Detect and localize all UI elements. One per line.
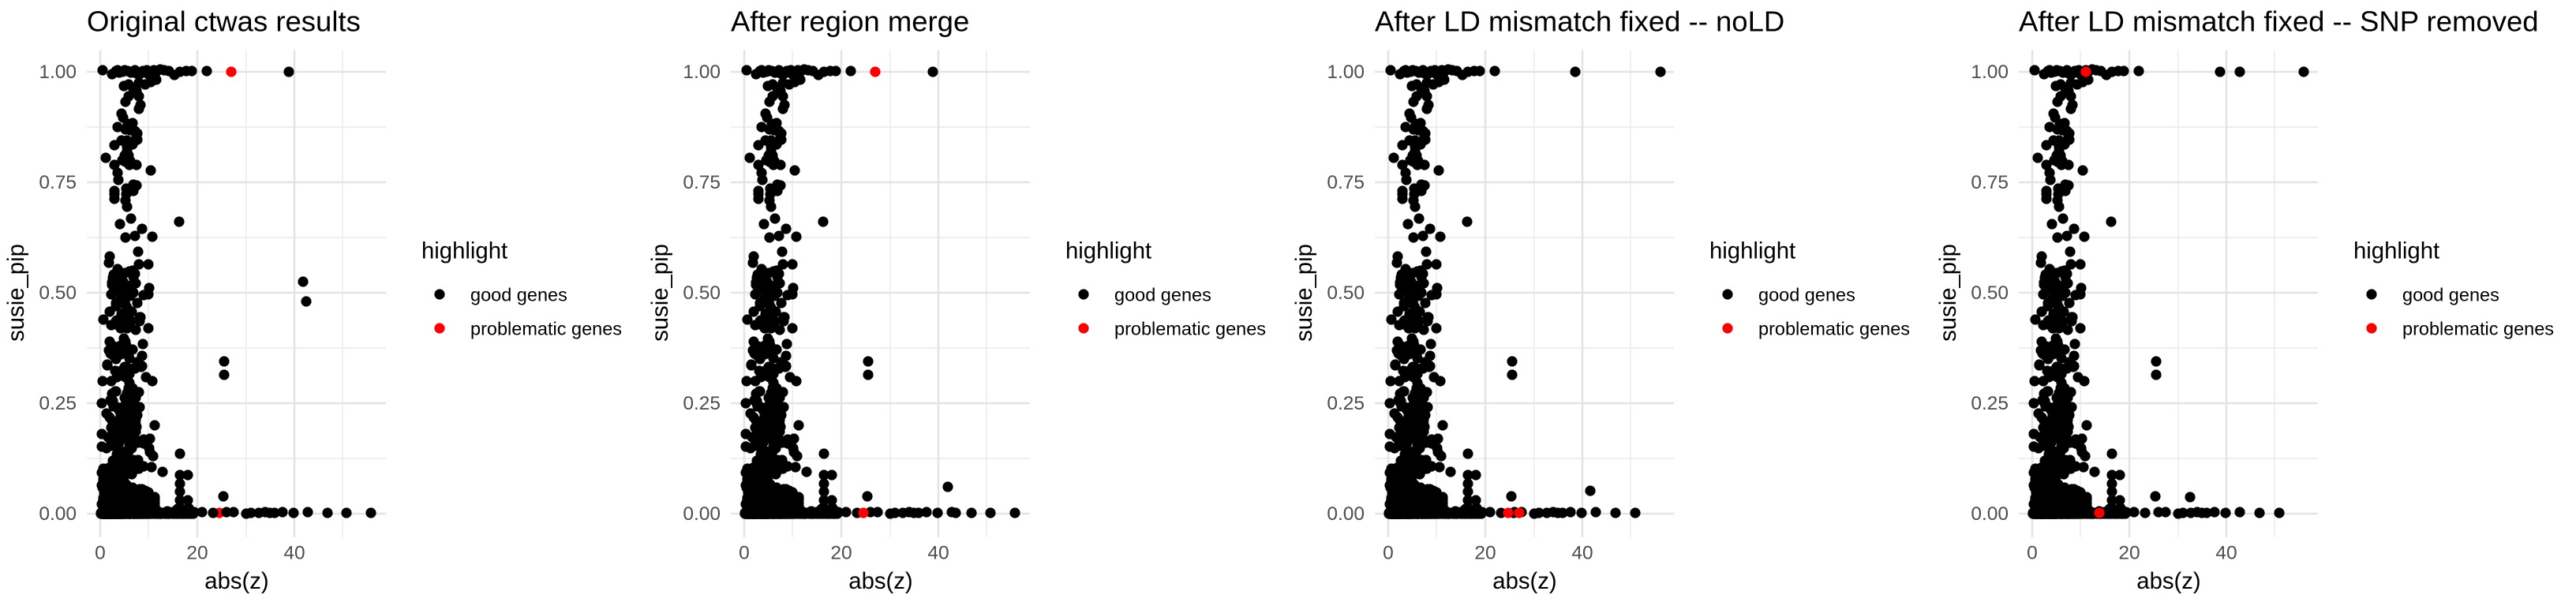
svg-text:abs(z): abs(z) — [2136, 568, 2200, 594]
svg-text:0: 0 — [739, 543, 750, 564]
svg-text:20: 20 — [830, 543, 852, 564]
svg-text:20: 20 — [2118, 543, 2140, 564]
svg-text:20: 20 — [1474, 543, 1496, 564]
svg-text:abs(z): abs(z) — [204, 568, 268, 594]
svg-text:40: 40 — [1571, 543, 1593, 564]
svg-text:0.25: 0.25 — [1327, 393, 1365, 414]
svg-text:0.50: 0.50 — [39, 282, 77, 304]
svg-text:0.50: 0.50 — [1971, 282, 2009, 304]
svg-text:good genes: good genes — [1758, 284, 1855, 305]
svg-text:0.25: 0.25 — [1971, 393, 2009, 414]
svg-text:After LD mismatch fixed -- SNP: After LD mismatch fixed -- SNP removed — [2019, 6, 2539, 38]
svg-text:susie_pip: susie_pip — [1935, 244, 1961, 342]
svg-text:Original ctwas results: Original ctwas results — [87, 6, 361, 38]
svg-text:susie_pip: susie_pip — [1291, 244, 1317, 342]
svg-text:highlight: highlight — [421, 238, 507, 264]
svg-text:0: 0 — [1383, 543, 1394, 564]
svg-text:40: 40 — [927, 543, 949, 564]
svg-text:abs(z): abs(z) — [1492, 568, 1556, 594]
svg-text:0.75: 0.75 — [1327, 172, 1365, 193]
svg-text:0.00: 0.00 — [1971, 503, 2009, 525]
svg-text:1.00: 1.00 — [1327, 62, 1365, 83]
svg-text:20: 20 — [186, 543, 208, 564]
svg-text:susie_pip: susie_pip — [3, 244, 29, 342]
svg-text:40: 40 — [2215, 543, 2237, 564]
svg-text:1.00: 1.00 — [683, 62, 721, 83]
svg-text:problematic genes: problematic genes — [2402, 318, 2554, 339]
svg-text:good genes: good genes — [1114, 284, 1211, 305]
svg-text:problematic genes: problematic genes — [1758, 318, 1910, 339]
svg-text:susie_pip: susie_pip — [647, 244, 673, 342]
svg-text:0.75: 0.75 — [683, 172, 721, 193]
svg-text:abs(z): abs(z) — [848, 568, 912, 594]
svg-text:After LD mismatch fixed -- noL: After LD mismatch fixed -- noLD — [1375, 6, 1784, 38]
svg-text:0.00: 0.00 — [683, 503, 721, 525]
svg-text:0.25: 0.25 — [39, 393, 77, 414]
svg-text:0: 0 — [2027, 543, 2038, 564]
svg-text:0.00: 0.00 — [1327, 503, 1365, 525]
svg-text:0.75: 0.75 — [39, 172, 77, 193]
svg-text:0.75: 0.75 — [1971, 172, 2009, 193]
svg-text:1.00: 1.00 — [39, 62, 77, 83]
svg-text:After region merge: After region merge — [731, 6, 969, 38]
svg-text:0.50: 0.50 — [1327, 282, 1365, 304]
svg-text:highlight: highlight — [1709, 238, 1795, 264]
svg-text:problematic genes: problematic genes — [1114, 318, 1266, 339]
svg-text:good genes: good genes — [470, 284, 567, 305]
svg-text:40: 40 — [283, 543, 305, 564]
svg-text:0.00: 0.00 — [39, 503, 77, 525]
svg-text:0: 0 — [95, 543, 106, 564]
svg-text:1.00: 1.00 — [1971, 62, 2009, 83]
svg-text:good genes: good genes — [2402, 284, 2499, 305]
svg-text:problematic genes: problematic genes — [470, 318, 622, 339]
svg-text:0.50: 0.50 — [683, 282, 721, 304]
svg-text:0.25: 0.25 — [683, 393, 721, 414]
svg-text:highlight: highlight — [1065, 238, 1151, 264]
svg-text:highlight: highlight — [2353, 238, 2439, 264]
